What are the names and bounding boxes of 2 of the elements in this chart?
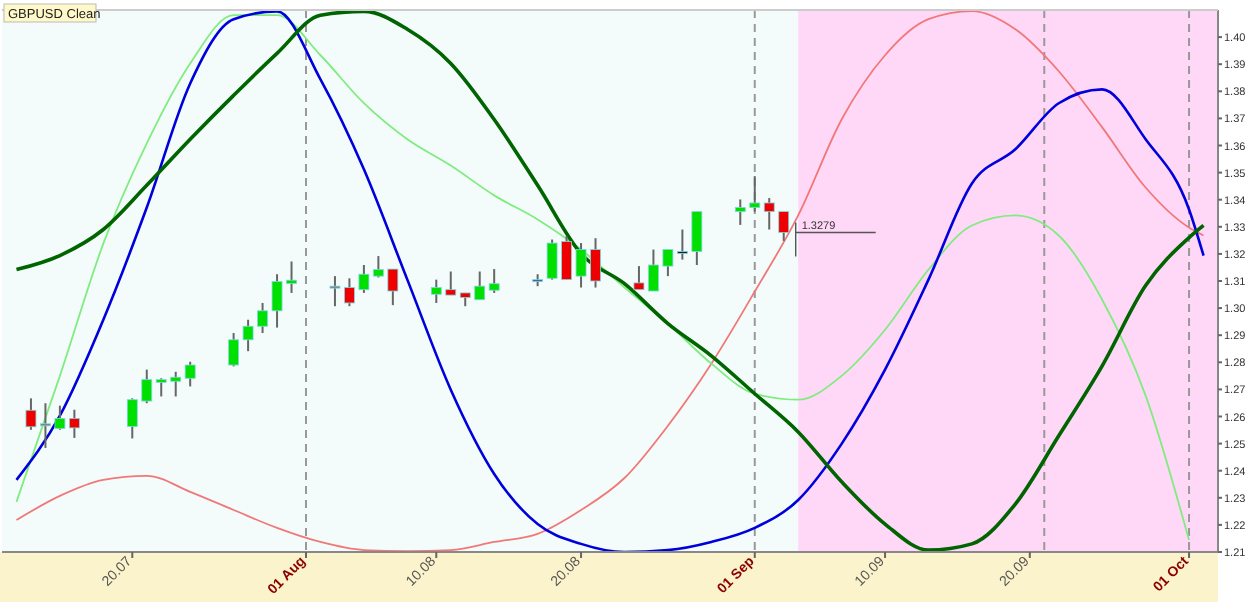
candlestick (488, 268, 500, 294)
candlestick (184, 360, 196, 388)
